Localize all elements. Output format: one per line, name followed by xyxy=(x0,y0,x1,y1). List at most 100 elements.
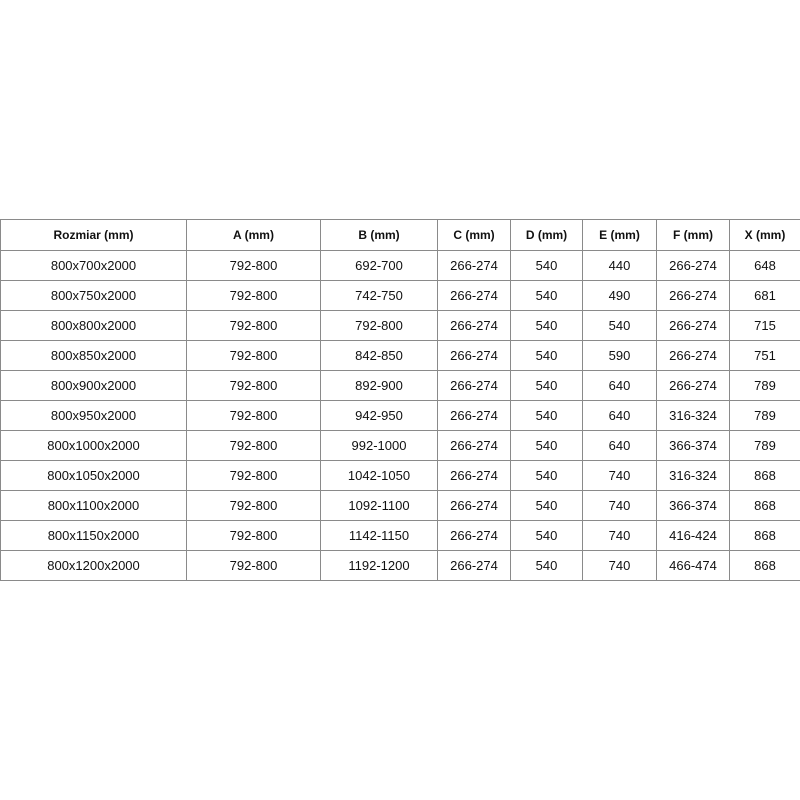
table-cell: 590 xyxy=(582,340,657,371)
table-cell: 751 xyxy=(729,340,800,371)
table-cell: 266-274 xyxy=(437,520,511,551)
table-cell: 681 xyxy=(729,280,800,311)
header-cell: F (mm) xyxy=(656,219,730,251)
table-cell: 266-274 xyxy=(656,250,730,281)
table-row: 800x900x2000 792-800 892-900 266-274 540 640 2… xyxy=(0,370,800,401)
table-cell: 540 xyxy=(582,310,657,341)
table-cell: 266-274 xyxy=(437,370,511,401)
table-cell: 792-800 xyxy=(186,340,321,371)
table-cell: 789 xyxy=(729,400,800,431)
table-cell: 540 xyxy=(510,460,583,491)
table-cell: 266-274 xyxy=(656,340,730,371)
header-cell: C (mm) xyxy=(437,219,511,251)
table-cell: 789 xyxy=(729,370,800,401)
size-table: Rozmiar (mm) A (mm) B (mm) C (mm) D (mm) E (m… xyxy=(0,219,800,581)
table-cell: 868 xyxy=(729,460,800,491)
table-cell: 540 xyxy=(510,550,583,581)
table-cell: 466-474 xyxy=(656,550,730,581)
table-body: 800x700x2000 792-800 692-700 266-274 540 440 2… xyxy=(0,250,800,581)
table-cell: 792-800 xyxy=(186,490,321,521)
header-cell: X (mm) xyxy=(729,219,800,251)
table-cell: 1042-1050 xyxy=(320,460,438,491)
table-cell: 868 xyxy=(729,550,800,581)
table-cell: 366-374 xyxy=(656,430,730,461)
table-cell: 715 xyxy=(729,310,800,341)
table-cell: 416-424 xyxy=(656,520,730,551)
table-cell: 792-800 xyxy=(186,310,321,341)
table-cell: 1192-1200 xyxy=(320,550,438,581)
table-cell: 266-274 xyxy=(437,250,511,281)
table-row: 800x750x2000 792-800 742-750 266-274 540 490 2… xyxy=(0,280,800,311)
header-row: Rozmiar (mm) A (mm) B (mm) C (mm) D (mm) E (m… xyxy=(0,219,800,251)
table-cell: 742-750 xyxy=(320,280,438,311)
table-cell: 540 xyxy=(510,490,583,521)
table-cell: 892-900 xyxy=(320,370,438,401)
header-cell: D (mm) xyxy=(510,219,583,251)
table-cell: 792-800 xyxy=(320,310,438,341)
table-cell: 540 xyxy=(510,310,583,341)
table-cell: 366-374 xyxy=(656,490,730,521)
table-cell: 792-800 xyxy=(186,430,321,461)
table-cell: 740 xyxy=(582,550,657,581)
table-cell: 800x850x2000 xyxy=(0,340,187,371)
table-cell: 640 xyxy=(582,370,657,401)
table-cell: 266-274 xyxy=(437,490,511,521)
table-cell: 266-274 xyxy=(437,310,511,341)
table-cell: 792-800 xyxy=(186,550,321,581)
table-cell: 792-800 xyxy=(186,520,321,551)
table-cell: 740 xyxy=(582,520,657,551)
table-cell: 800x950x2000 xyxy=(0,400,187,431)
table-cell: 266-274 xyxy=(437,340,511,371)
table-cell: 266-274 xyxy=(656,310,730,341)
table-cell: 800x1100x2000 xyxy=(0,490,187,521)
table-cell: 648 xyxy=(729,250,800,281)
table-cell: 800x700x2000 xyxy=(0,250,187,281)
table-cell: 266-274 xyxy=(437,430,511,461)
table-cell: 800x800x2000 xyxy=(0,310,187,341)
table-cell: 266-274 xyxy=(437,460,511,491)
table-cell: 800x1000x2000 xyxy=(0,430,187,461)
table-cell: 792-800 xyxy=(186,460,321,491)
table-cell: 792-800 xyxy=(186,400,321,431)
table-cell: 640 xyxy=(582,400,657,431)
table-cell: 792-800 xyxy=(186,280,321,311)
table-cell: 316-324 xyxy=(656,400,730,431)
table-row: 800x1100x2000 792-800 1092-1100 266-274 540 7… xyxy=(0,490,800,521)
table-cell: 540 xyxy=(510,250,583,281)
table-cell: 789 xyxy=(729,430,800,461)
table-cell: 868 xyxy=(729,490,800,521)
table-cell: 540 xyxy=(510,520,583,551)
table-cell: 266-274 xyxy=(656,370,730,401)
table-cell: 540 xyxy=(510,400,583,431)
table-cell: 540 xyxy=(510,430,583,461)
table-cell: 316-324 xyxy=(656,460,730,491)
table-cell: 842-850 xyxy=(320,340,438,371)
table-cell: 266-274 xyxy=(437,280,511,311)
table-cell: 800x1050x2000 xyxy=(0,460,187,491)
table-cell: 740 xyxy=(582,490,657,521)
header-cell: E (mm) xyxy=(582,219,657,251)
table-row: 800x700x2000 792-800 692-700 266-274 540 440 2… xyxy=(0,250,800,281)
table-row: 800x1000x2000 792-800 992-1000 266-274 540 64… xyxy=(0,430,800,461)
table-cell: 1142-1150 xyxy=(320,520,438,551)
header-cell: B (mm) xyxy=(320,219,438,251)
table-row: 800x800x2000 792-800 792-800 266-274 540 540 2… xyxy=(0,310,800,341)
header-cell: A (mm) xyxy=(186,219,321,251)
table-cell: 440 xyxy=(582,250,657,281)
table-cell: 800x750x2000 xyxy=(0,280,187,311)
table-cell: 992-1000 xyxy=(320,430,438,461)
header-cell: Rozmiar (mm) xyxy=(0,219,187,251)
table-cell: 792-800 xyxy=(186,370,321,401)
table-row: 800x950x2000 792-800 942-950 266-274 540 640 3… xyxy=(0,400,800,431)
table-cell: 1092-1100 xyxy=(320,490,438,521)
table-cell: 640 xyxy=(582,430,657,461)
table-cell: 540 xyxy=(510,340,583,371)
table-cell: 942-950 xyxy=(320,400,438,431)
table-cell: 692-700 xyxy=(320,250,438,281)
table-cell: 868 xyxy=(729,520,800,551)
table-row: 800x1150x2000 792-800 1142-1150 266-274 540 7… xyxy=(0,520,800,551)
table-cell: 266-274 xyxy=(437,400,511,431)
table-cell: 792-800 xyxy=(186,250,321,281)
table-row: 800x850x2000 792-800 842-850 266-274 540 590 2… xyxy=(0,340,800,371)
